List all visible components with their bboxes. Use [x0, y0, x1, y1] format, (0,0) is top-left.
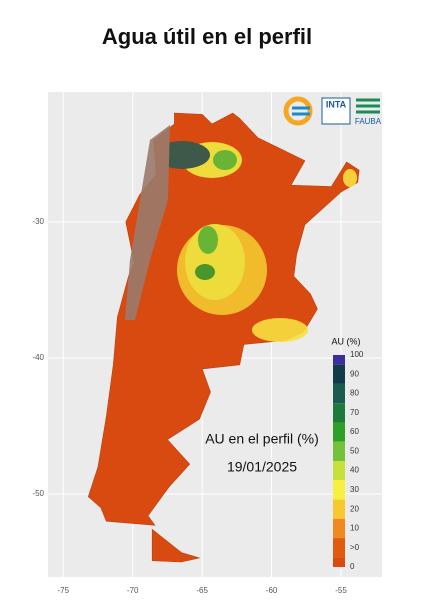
legend-label: 0 — [350, 562, 355, 571]
legend-label: 50 — [350, 446, 359, 455]
legend-label: 60 — [350, 427, 359, 436]
annotation: AU en el perfil (%) — [205, 431, 319, 447]
legend-label: 30 — [350, 485, 359, 494]
legend-swatch — [333, 422, 345, 442]
legend-swatch — [333, 355, 345, 365]
legend-swatch — [333, 461, 345, 481]
legend-swatch — [333, 538, 345, 558]
legend-swatch — [333, 403, 345, 423]
logo-waves — [292, 106, 310, 116]
zone — [252, 318, 308, 342]
legend-label: 20 — [350, 504, 359, 513]
legend-label: 90 — [350, 369, 359, 378]
legend-label: 70 — [350, 408, 359, 417]
x-tick-label: -65 — [196, 586, 208, 595]
zone — [343, 169, 357, 187]
zone — [195, 264, 215, 280]
legend-swatch — [333, 518, 345, 539]
zone — [198, 226, 218, 254]
logos: INTA FAUBA — [283, 96, 382, 126]
annotation: 19/01/2025 — [227, 459, 297, 475]
legend-swatch — [333, 480, 345, 500]
overlay — [125, 125, 357, 342]
y-tick-label: -40 — [32, 353, 44, 362]
legend-swatch — [333, 364, 345, 384]
x-tick-label: -75 — [57, 586, 69, 595]
y-tick-label: -30 — [32, 217, 44, 226]
legend-swatch — [333, 383, 345, 404]
legend-title: AU (%) — [332, 336, 361, 346]
country — [151, 528, 201, 563]
legend-label: 10 — [350, 524, 359, 533]
legend-swatch — [333, 499, 345, 519]
y-tick-label: -50 — [32, 489, 44, 498]
zone — [125, 125, 170, 320]
legend-label: 80 — [350, 389, 359, 398]
x-tick-label: -55 — [335, 586, 347, 595]
logo-waves — [356, 98, 380, 114]
legend-label: >0 — [350, 543, 360, 552]
zone — [213, 150, 237, 170]
title: Agua útil en el perfil — [102, 24, 312, 49]
logo-circle — [283, 96, 313, 126]
legend: 100 90 80 70 60 50 40 30 20 10 >0 0 — [333, 350, 364, 571]
legend-swatch — [333, 557, 345, 567]
legend-swatch — [333, 441, 345, 461]
logo-text: INTA — [326, 99, 347, 109]
legend-label: 40 — [350, 466, 359, 475]
x-tick-label: -60 — [266, 586, 278, 595]
logo-box — [321, 97, 351, 125]
x-tick-label: -70 — [127, 586, 139, 595]
logo-text: FAUBA — [355, 117, 382, 126]
legend-label: 100 — [350, 350, 364, 359]
